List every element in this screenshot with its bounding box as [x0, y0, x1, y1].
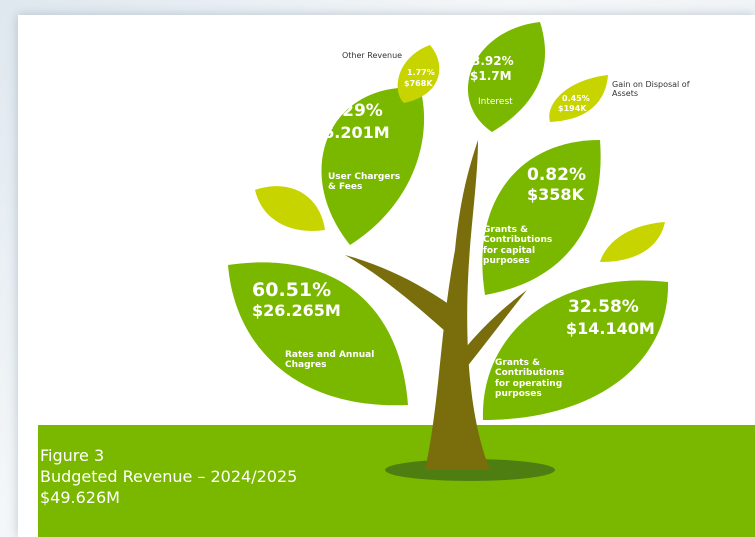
amount: $194K [558, 104, 586, 113]
label: User Chargers & Fees [328, 172, 408, 193]
leaf-decoration [600, 222, 665, 262]
percent: 0.82% [527, 166, 586, 186]
leaf [482, 140, 600, 295]
figure-number: Figure 3 [40, 446, 104, 465]
percent: 0.45% [562, 94, 590, 103]
label: Interest [478, 97, 513, 107]
label: Grants & Contributions for operating pur… [495, 358, 565, 399]
label: Grants & Contributions for capital purpo… [483, 225, 553, 266]
leaf-decoration [255, 186, 325, 231]
page: {"leaves": [ {"percent": "60.51%", "amou… [0, 0, 755, 537]
percent: 3.92% [472, 55, 514, 69]
amount: $1.7M [470, 70, 512, 84]
amount: $14.140M [566, 320, 655, 338]
percent: 1.77% [407, 68, 435, 77]
percent: 60.51% [252, 280, 331, 302]
label: Other Revenue [342, 51, 402, 60]
label: Rates and Annual Chagres [285, 350, 385, 371]
amount: $6.201M [312, 124, 390, 142]
label: Gain on Disposal of Assets [612, 80, 692, 98]
amount: $26.265M [252, 302, 341, 320]
amount: $768K [404, 79, 432, 88]
percent: 32.58% [568, 298, 639, 318]
figure-total: $49.626M [40, 488, 120, 507]
amount: $358K [527, 186, 584, 204]
figure-title: Budgeted Revenue – 2024/2025 [40, 467, 297, 486]
percent: 14.29% [312, 102, 383, 122]
